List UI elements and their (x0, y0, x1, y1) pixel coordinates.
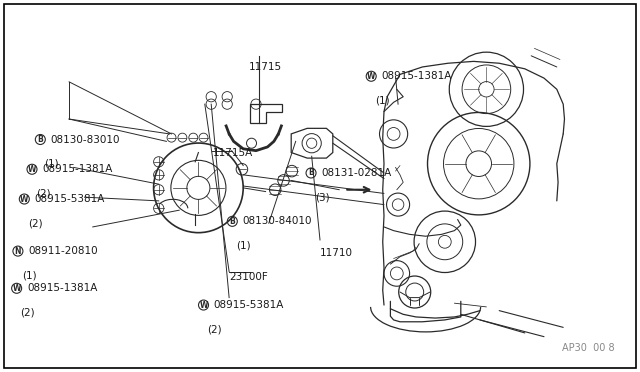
Text: W: W (199, 301, 208, 310)
Text: (1): (1) (44, 159, 59, 169)
Text: B: B (308, 169, 314, 177)
Text: AP30  00 8: AP30 00 8 (562, 343, 614, 353)
Text: (2): (2) (207, 324, 222, 334)
Text: 11715: 11715 (248, 62, 282, 72)
Text: (2): (2) (36, 189, 51, 198)
Text: 08911-20810: 08911-20810 (28, 246, 98, 256)
Text: 08915-5381A: 08915-5381A (214, 300, 284, 310)
Text: W: W (20, 195, 29, 203)
Text: W: W (12, 284, 21, 293)
Text: 08130-83010: 08130-83010 (51, 135, 120, 144)
Text: B: B (230, 217, 235, 226)
Text: 08915-1381A: 08915-1381A (27, 283, 97, 293)
Text: 23100F: 23100F (229, 272, 268, 282)
Text: 08915-1381A: 08915-1381A (42, 164, 113, 174)
Text: 08131-0281A: 08131-0281A (321, 168, 392, 178)
Text: W: W (28, 165, 36, 174)
Text: (1): (1) (236, 241, 251, 250)
Text: B: B (38, 135, 43, 144)
Text: 11710: 11710 (320, 248, 353, 258)
Text: (1): (1) (375, 96, 390, 105)
Text: (1): (1) (22, 270, 36, 280)
Text: 11715A: 11715A (212, 148, 253, 157)
Text: 08130-84010: 08130-84010 (243, 217, 312, 226)
Text: (2): (2) (20, 308, 35, 317)
Text: 08915-5381A: 08915-5381A (35, 194, 105, 204)
Text: 08915-1381A: 08915-1381A (381, 71, 452, 81)
Text: (2): (2) (28, 218, 43, 228)
Text: W: W (367, 72, 376, 81)
Text: N: N (15, 247, 21, 256)
Text: (3): (3) (315, 192, 330, 202)
